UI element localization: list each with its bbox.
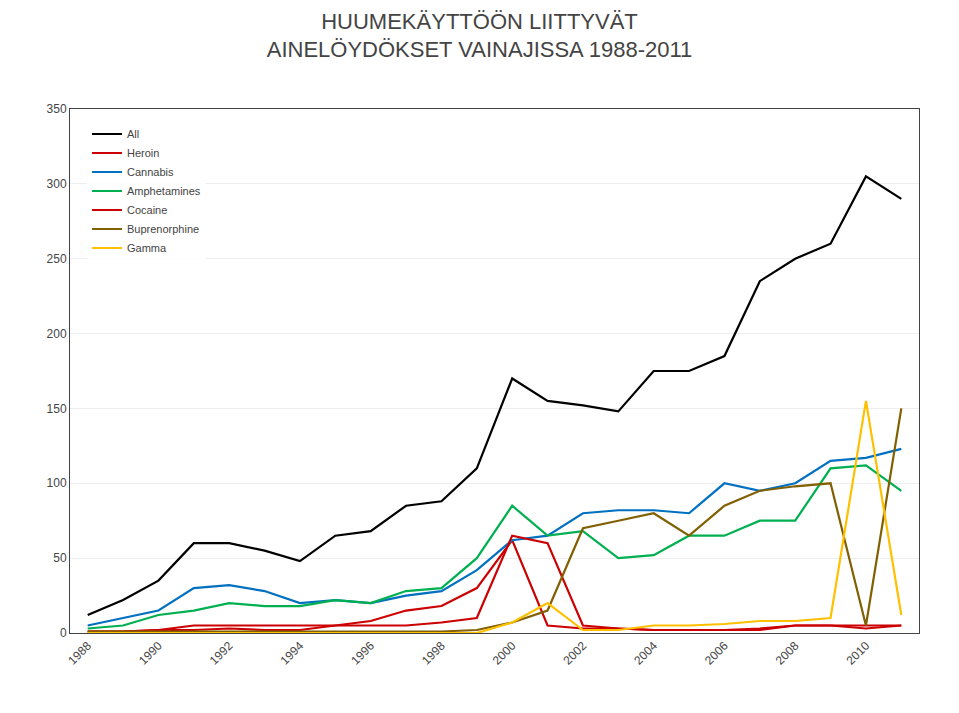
svg-text:HUUMEKÄYTTÖÖN LIITTYVÄTAINELÖY: HUUMEKÄYTTÖÖN LIITTYVÄTAINELÖYDÖKSET VAI… xyxy=(267,9,693,63)
svg-text:300: 300 xyxy=(47,177,67,191)
svg-text:50: 50 xyxy=(53,551,67,565)
svg-text:Amphetamines: Amphetamines xyxy=(127,185,201,197)
svg-text:2000: 2000 xyxy=(490,639,519,668)
svg-text:100: 100 xyxy=(47,476,67,490)
svg-text:350: 350 xyxy=(47,102,67,116)
svg-text:Buprenorphine: Buprenorphine xyxy=(127,223,199,235)
svg-text:2004: 2004 xyxy=(631,639,660,668)
svg-text:1992: 1992 xyxy=(207,639,236,668)
svg-text:1994: 1994 xyxy=(278,639,307,668)
svg-text:Gamma: Gamma xyxy=(127,242,167,254)
svg-text:Heroin: Heroin xyxy=(127,147,159,159)
svg-text:200: 200 xyxy=(47,327,67,341)
svg-text:1996: 1996 xyxy=(348,639,377,668)
svg-text:Cannabis: Cannabis xyxy=(127,166,174,178)
svg-text:1998: 1998 xyxy=(419,639,448,668)
svg-text:0: 0 xyxy=(60,626,67,640)
svg-text:Cocaine: Cocaine xyxy=(127,204,167,216)
svg-text:1988: 1988 xyxy=(65,639,94,668)
svg-text:150: 150 xyxy=(47,402,67,416)
svg-text:2002: 2002 xyxy=(561,639,590,668)
svg-text:2008: 2008 xyxy=(773,639,802,668)
svg-text:2006: 2006 xyxy=(702,639,731,668)
svg-text:All: All xyxy=(127,128,139,140)
svg-text:250: 250 xyxy=(47,252,67,266)
svg-text:1990: 1990 xyxy=(136,639,165,668)
svg-text:2010: 2010 xyxy=(844,639,873,668)
